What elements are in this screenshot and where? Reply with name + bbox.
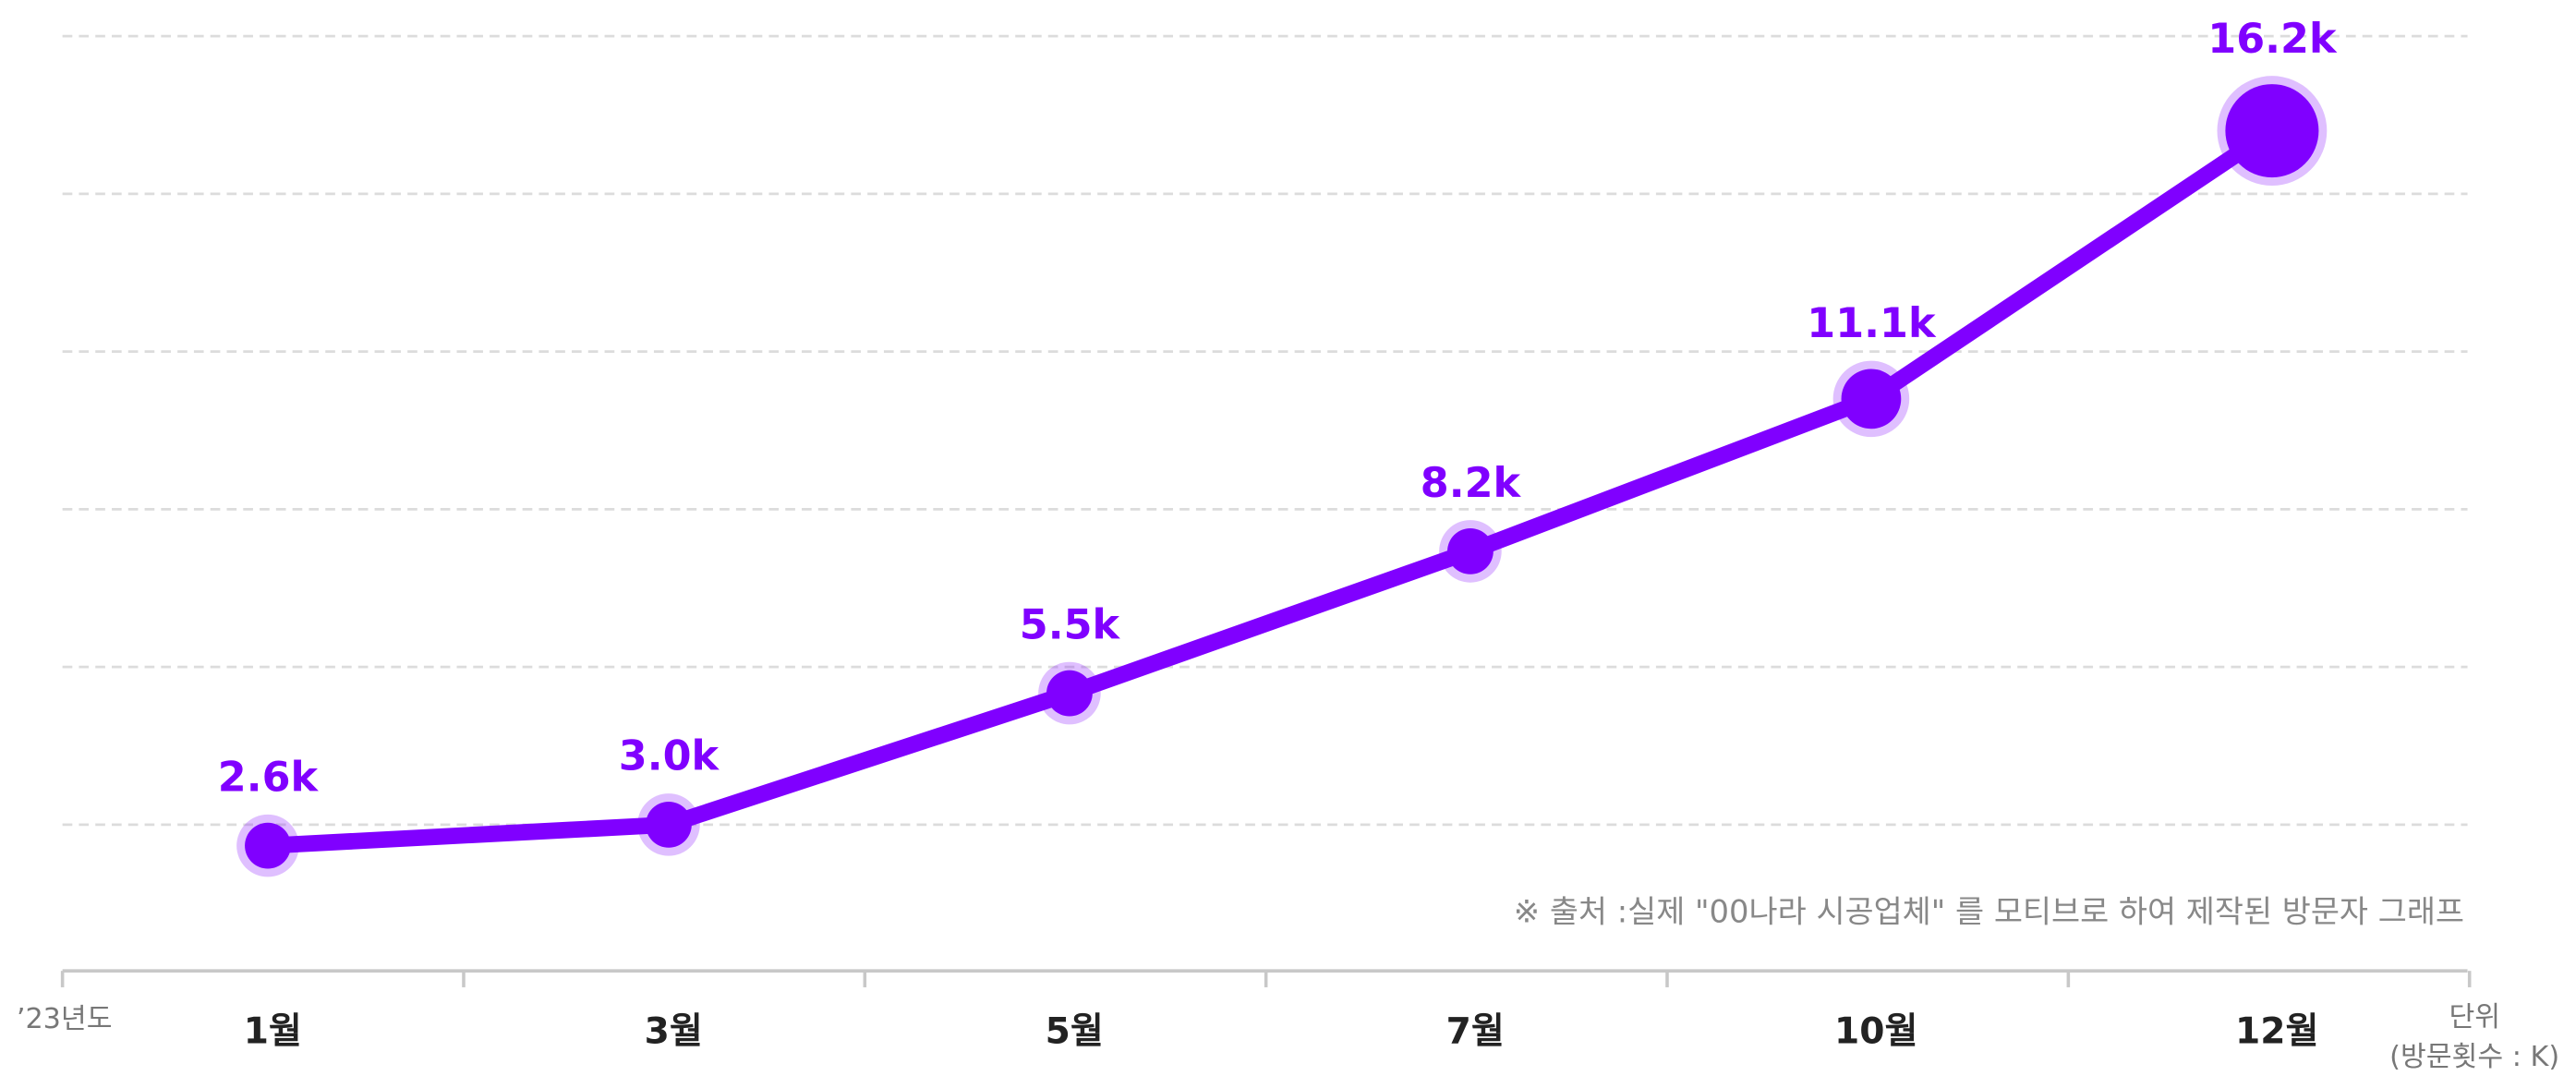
- year-label: ’23년도: [17, 1003, 113, 1035]
- data-label: 8.2k: [1421, 460, 1522, 507]
- data-label: 3.0k: [619, 733, 720, 780]
- data-label: 16.2k: [2207, 16, 2338, 63]
- point: [646, 801, 692, 848]
- unit-detail: (방문횟수 : K): [2389, 1041, 2559, 1073]
- x-tick-label: 12월: [2235, 1010, 2318, 1052]
- source-note: ※ 출처 :실제 "00나라 시공업체" 를 모티브로 하여 제작된 방문자 그…: [1514, 893, 2464, 929]
- x-tick-label: 3월: [645, 1010, 703, 1052]
- point: [1841, 369, 1902, 429]
- point: [1046, 670, 1093, 717]
- data-label: 11.1k: [1807, 300, 1937, 347]
- point: [1447, 528, 1494, 574]
- x-tick-label: 7월: [1446, 1010, 1505, 1052]
- x-tick-label: 10월: [1834, 1010, 1917, 1052]
- x-tick-label: 1월: [244, 1010, 302, 1052]
- data-label: 5.5k: [1020, 601, 1121, 648]
- unit-label: 단위: [2449, 1001, 2501, 1034]
- x-tick-label: 5월: [1046, 1010, 1104, 1052]
- point: [2225, 84, 2319, 178]
- line: [260, 122, 2280, 854]
- point: [245, 822, 291, 869]
- data-label: 2.6k: [218, 754, 320, 801]
